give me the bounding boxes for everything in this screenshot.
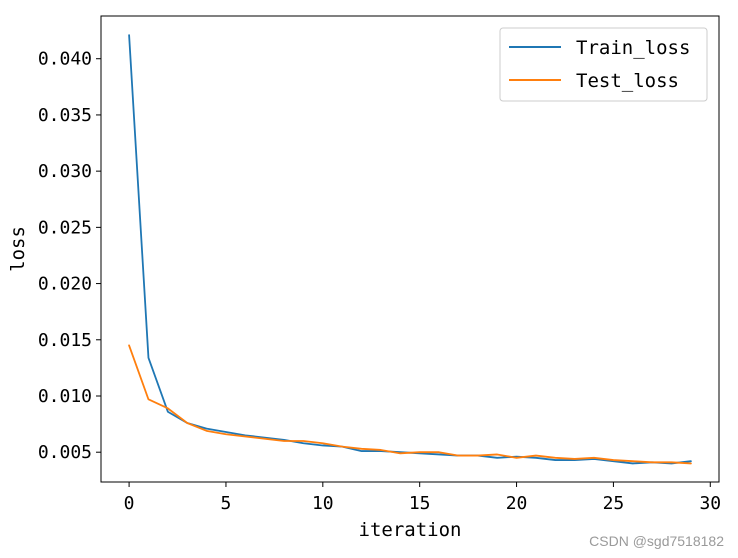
legend: Train_loss Test_loss <box>499 27 708 102</box>
x-axis-ticks: 0 5 10 15 20 25 30 <box>124 482 721 514</box>
x-axis-label: iteration <box>359 519 462 541</box>
y-tick-label: 0.025 <box>38 217 92 238</box>
y-tick-label: 0.030 <box>38 161 92 182</box>
legend-label-test: Test_loss <box>576 70 679 92</box>
y-tick-label: 0.020 <box>38 274 92 295</box>
y-tick-label: 0.005 <box>38 442 92 463</box>
x-tick-label: 25 <box>603 493 625 514</box>
watermark: CSDN @sgd7518182 <box>589 533 724 549</box>
y-tick-label: 0.015 <box>38 330 92 351</box>
y-tick-label: 0.035 <box>38 105 92 126</box>
x-tick-label: 15 <box>409 493 431 514</box>
y-tick-label: 0.010 <box>38 386 92 407</box>
y-axis-ticks: 0.005 0.010 0.015 0.020 0.025 0.030 0.035 0.040 <box>38 49 101 463</box>
x-tick-label: 30 <box>699 493 721 514</box>
series-lines <box>128 34 692 465</box>
y-axis-label: loss <box>7 226 29 272</box>
x-tick-label: 20 <box>506 493 528 514</box>
x-tick-label: 0 <box>124 493 135 514</box>
series-line-test-loss <box>128 344 692 465</box>
plot-frame <box>100 15 720 483</box>
x-tick-label: 5 <box>221 493 232 514</box>
y-tick-label: 0.040 <box>38 49 92 70</box>
legend-label-train: Train_loss <box>576 37 690 59</box>
x-tick-label: 10 <box>312 493 334 514</box>
